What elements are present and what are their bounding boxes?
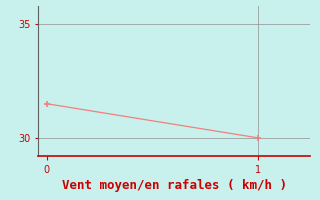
X-axis label: Vent moyen/en rafales ( km/h ): Vent moyen/en rafales ( km/h ) bbox=[62, 179, 287, 192]
